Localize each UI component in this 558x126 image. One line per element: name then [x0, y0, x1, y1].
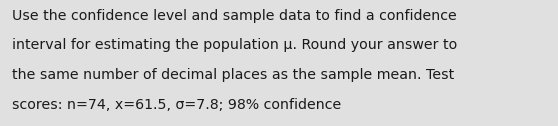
Text: scores: n=74, x=61.5, σ=7.8; 98% confidence: scores: n=74, x=61.5, σ=7.8; 98% confide…: [12, 98, 341, 112]
Text: Use the confidence level and sample data to find a confidence: Use the confidence level and sample data…: [12, 9, 457, 23]
Text: the same number of decimal places as the sample mean. Test: the same number of decimal places as the…: [12, 68, 455, 82]
Text: interval for estimating the population μ. Round your answer to: interval for estimating the population μ…: [12, 38, 458, 52]
